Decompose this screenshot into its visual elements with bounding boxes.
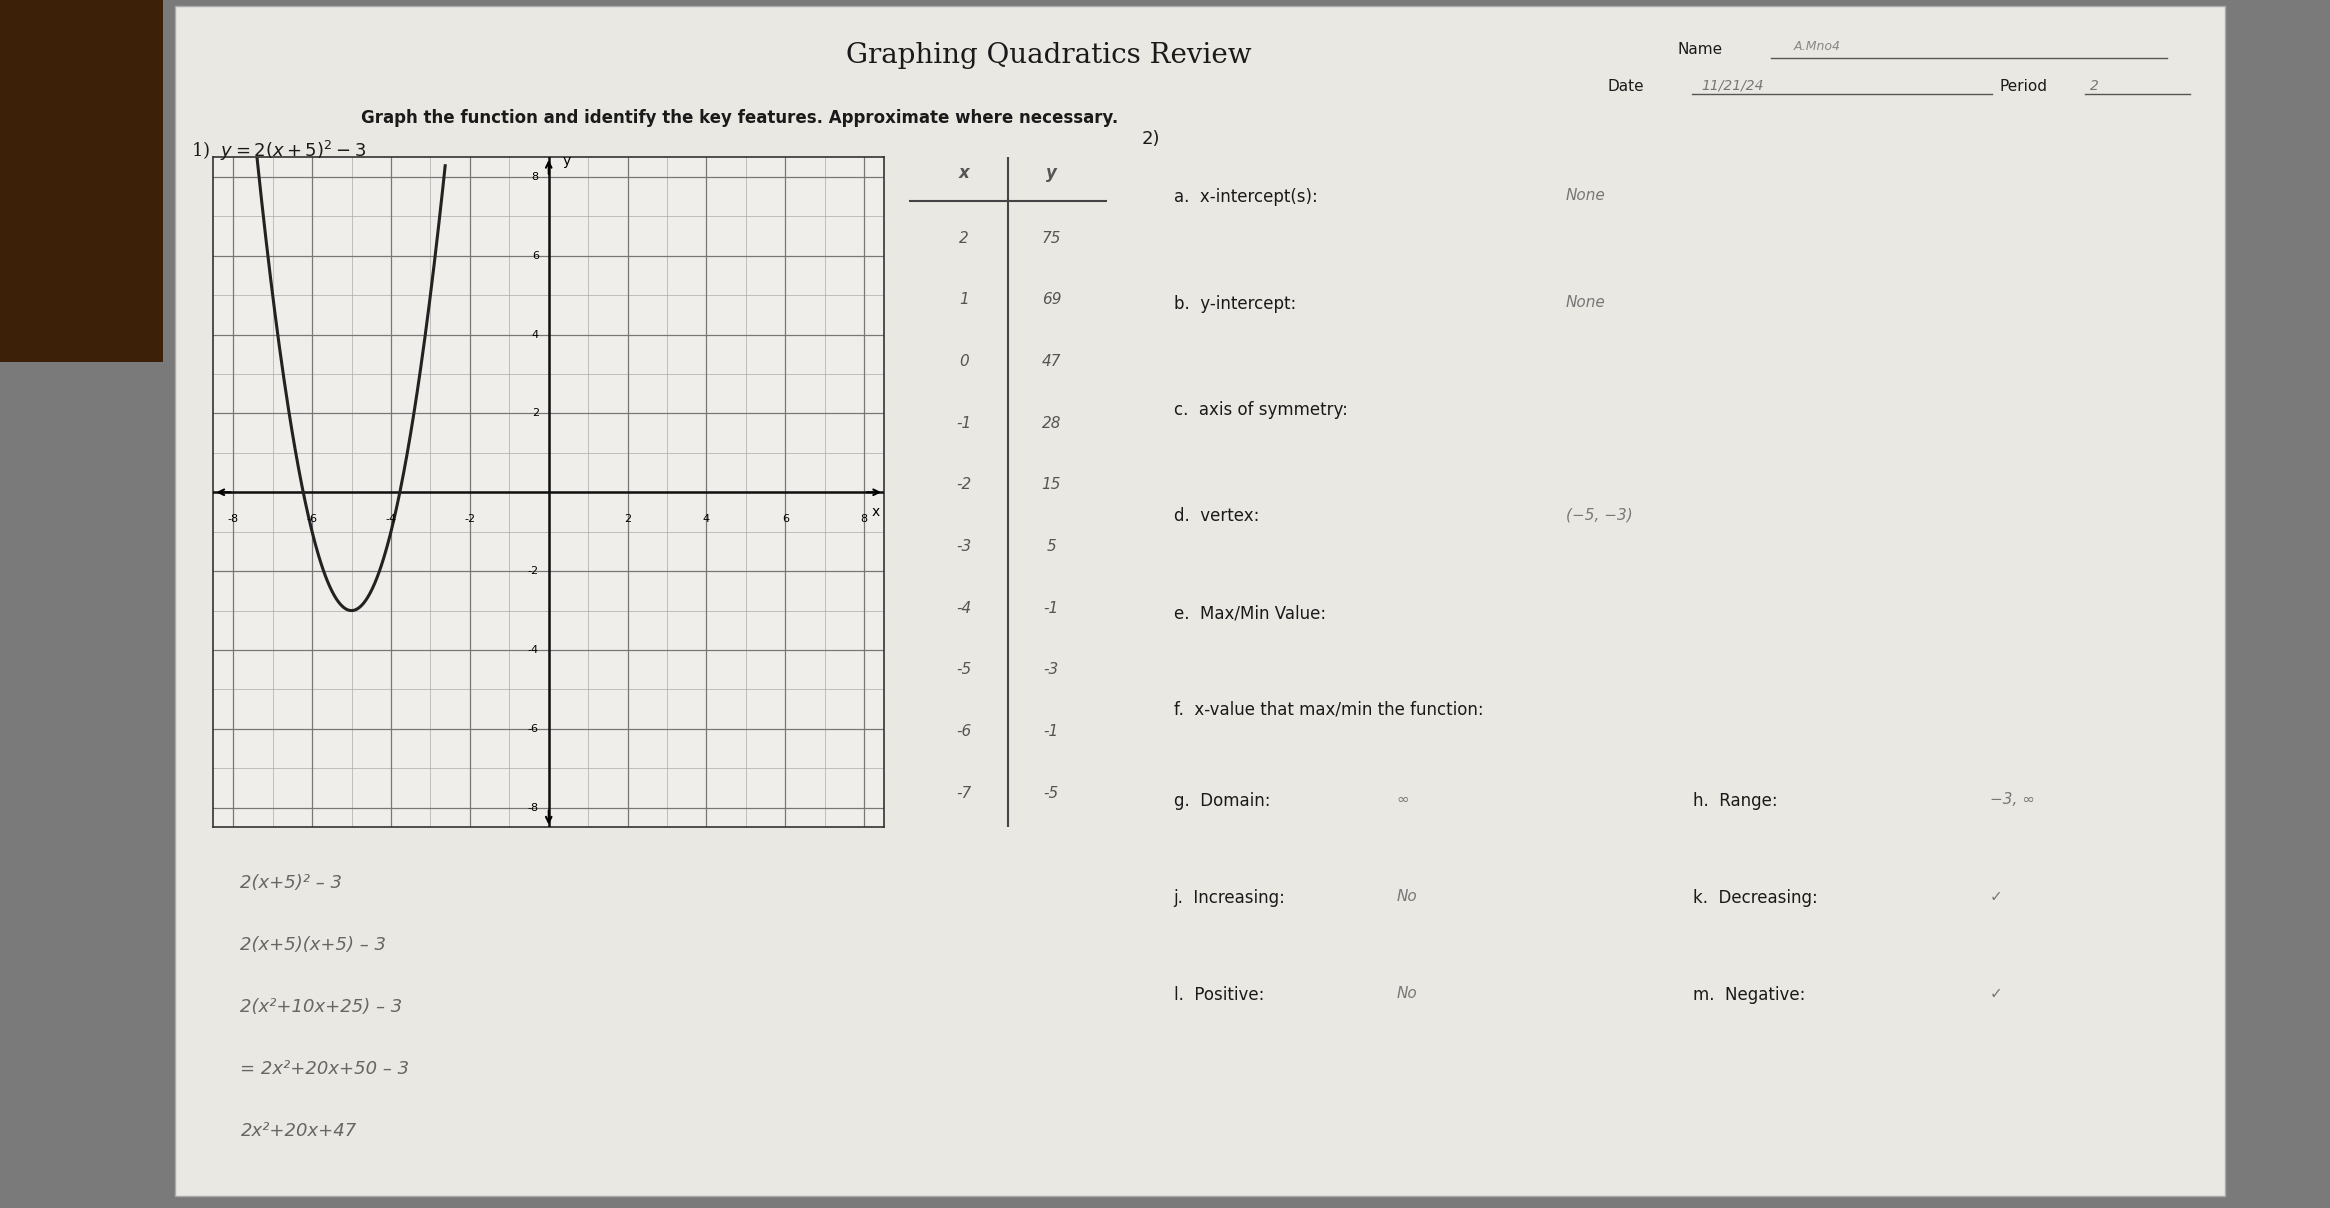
Text: f.  x-value that max/min the function:: f. x-value that max/min the function: bbox=[1174, 701, 1484, 719]
Text: -4: -4 bbox=[384, 513, 396, 524]
Text: 47: 47 bbox=[1042, 354, 1060, 368]
Text: 2: 2 bbox=[960, 231, 969, 245]
Text: -1: -1 bbox=[1044, 600, 1058, 616]
Text: -6: -6 bbox=[958, 724, 972, 739]
Text: Period: Period bbox=[1999, 79, 2048, 93]
Text: j.  Increasing:: j. Increasing: bbox=[1174, 889, 1286, 907]
Text: 0: 0 bbox=[960, 354, 969, 368]
Text: (−5, −3): (−5, −3) bbox=[1566, 507, 1633, 522]
Text: 2: 2 bbox=[2090, 79, 2099, 93]
Text: 1: 1 bbox=[960, 292, 969, 307]
Text: 8: 8 bbox=[531, 172, 538, 181]
Text: 2(x+5)(x+5) – 3: 2(x+5)(x+5) – 3 bbox=[240, 936, 387, 954]
Text: c.  axis of symmetry:: c. axis of symmetry: bbox=[1174, 401, 1347, 419]
Text: -7: -7 bbox=[958, 785, 972, 801]
Text: 2: 2 bbox=[531, 408, 538, 418]
Text: k.  Decreasing:: k. Decreasing: bbox=[1694, 889, 1817, 907]
Text: -4: -4 bbox=[527, 645, 538, 655]
Text: -2: -2 bbox=[958, 477, 972, 493]
Text: -4: -4 bbox=[958, 600, 972, 616]
Text: -1: -1 bbox=[1044, 724, 1058, 739]
Text: d.  vertex:: d. vertex: bbox=[1174, 507, 1258, 525]
Text: 2x²+20x+47: 2x²+20x+47 bbox=[240, 1122, 356, 1140]
Text: 2(x²+10x+25) – 3: 2(x²+10x+25) – 3 bbox=[240, 998, 403, 1016]
Text: b.  y-intercept:: b. y-intercept: bbox=[1174, 295, 1295, 313]
Text: ✓: ✓ bbox=[1990, 986, 2001, 1000]
Text: e.  Max/Min Value:: e. Max/Min Value: bbox=[1174, 604, 1326, 622]
Text: ✓: ✓ bbox=[1990, 889, 2001, 904]
Text: 8: 8 bbox=[860, 513, 867, 524]
Text: x: x bbox=[871, 505, 881, 519]
Text: -3: -3 bbox=[958, 539, 972, 554]
Text: g.  Domain:: g. Domain: bbox=[1174, 792, 1270, 811]
Text: Name: Name bbox=[1678, 42, 1722, 57]
Text: -6: -6 bbox=[308, 513, 317, 524]
Text: -5: -5 bbox=[1044, 785, 1058, 801]
Text: 2(x+5)² – 3: 2(x+5)² – 3 bbox=[240, 875, 343, 892]
Text: Date: Date bbox=[1608, 79, 1645, 93]
Text: 2): 2) bbox=[1142, 130, 1160, 149]
Text: m.  Negative:: m. Negative: bbox=[1694, 986, 1806, 1004]
Text: 1)  $y = 2(x + 5)^2 - 3$: 1) $y = 2(x + 5)^2 - 3$ bbox=[191, 139, 366, 163]
Text: = 2x²+20x+50 – 3: = 2x²+20x+50 – 3 bbox=[240, 1059, 410, 1078]
Text: -6: -6 bbox=[529, 724, 538, 734]
Text: x: x bbox=[958, 164, 969, 181]
Text: h.  Range:: h. Range: bbox=[1694, 792, 1778, 811]
Text: -3: -3 bbox=[1044, 662, 1058, 678]
Text: y: y bbox=[562, 153, 571, 168]
Text: None: None bbox=[1566, 188, 1605, 203]
Text: No: No bbox=[1396, 986, 1417, 1000]
Text: Graph the function and identify the key features. Approximate where necessary.: Graph the function and identify the key … bbox=[361, 109, 1118, 127]
Text: 4: 4 bbox=[531, 330, 538, 339]
Text: 4: 4 bbox=[704, 513, 711, 524]
Text: 28: 28 bbox=[1042, 416, 1060, 431]
Text: -1: -1 bbox=[958, 416, 972, 431]
Text: 15: 15 bbox=[1042, 477, 1060, 493]
Text: Graphing Quadratics Review: Graphing Quadratics Review bbox=[846, 42, 1251, 69]
Text: -5: -5 bbox=[958, 662, 972, 678]
Text: 6: 6 bbox=[783, 513, 790, 524]
Text: 2: 2 bbox=[624, 513, 631, 524]
Text: 6: 6 bbox=[531, 250, 538, 261]
Text: A.Mno4: A.Mno4 bbox=[1794, 40, 1841, 53]
Text: -8: -8 bbox=[228, 513, 238, 524]
Text: a.  x-intercept(s):: a. x-intercept(s): bbox=[1174, 188, 1316, 207]
Text: 11/21/24: 11/21/24 bbox=[1701, 79, 1764, 93]
Text: 75: 75 bbox=[1042, 231, 1060, 245]
Text: l.  Positive:: l. Positive: bbox=[1174, 986, 1263, 1004]
Text: -2: -2 bbox=[464, 513, 475, 524]
Text: -8: -8 bbox=[527, 803, 538, 813]
Text: 5: 5 bbox=[1046, 539, 1055, 554]
Text: −3, ∞: −3, ∞ bbox=[1990, 792, 2034, 807]
Text: y: y bbox=[1046, 164, 1058, 181]
Text: No: No bbox=[1396, 889, 1417, 904]
Text: ∞: ∞ bbox=[1396, 792, 1410, 807]
Text: 69: 69 bbox=[1042, 292, 1060, 307]
Text: -2: -2 bbox=[527, 567, 538, 576]
Text: None: None bbox=[1566, 295, 1605, 309]
